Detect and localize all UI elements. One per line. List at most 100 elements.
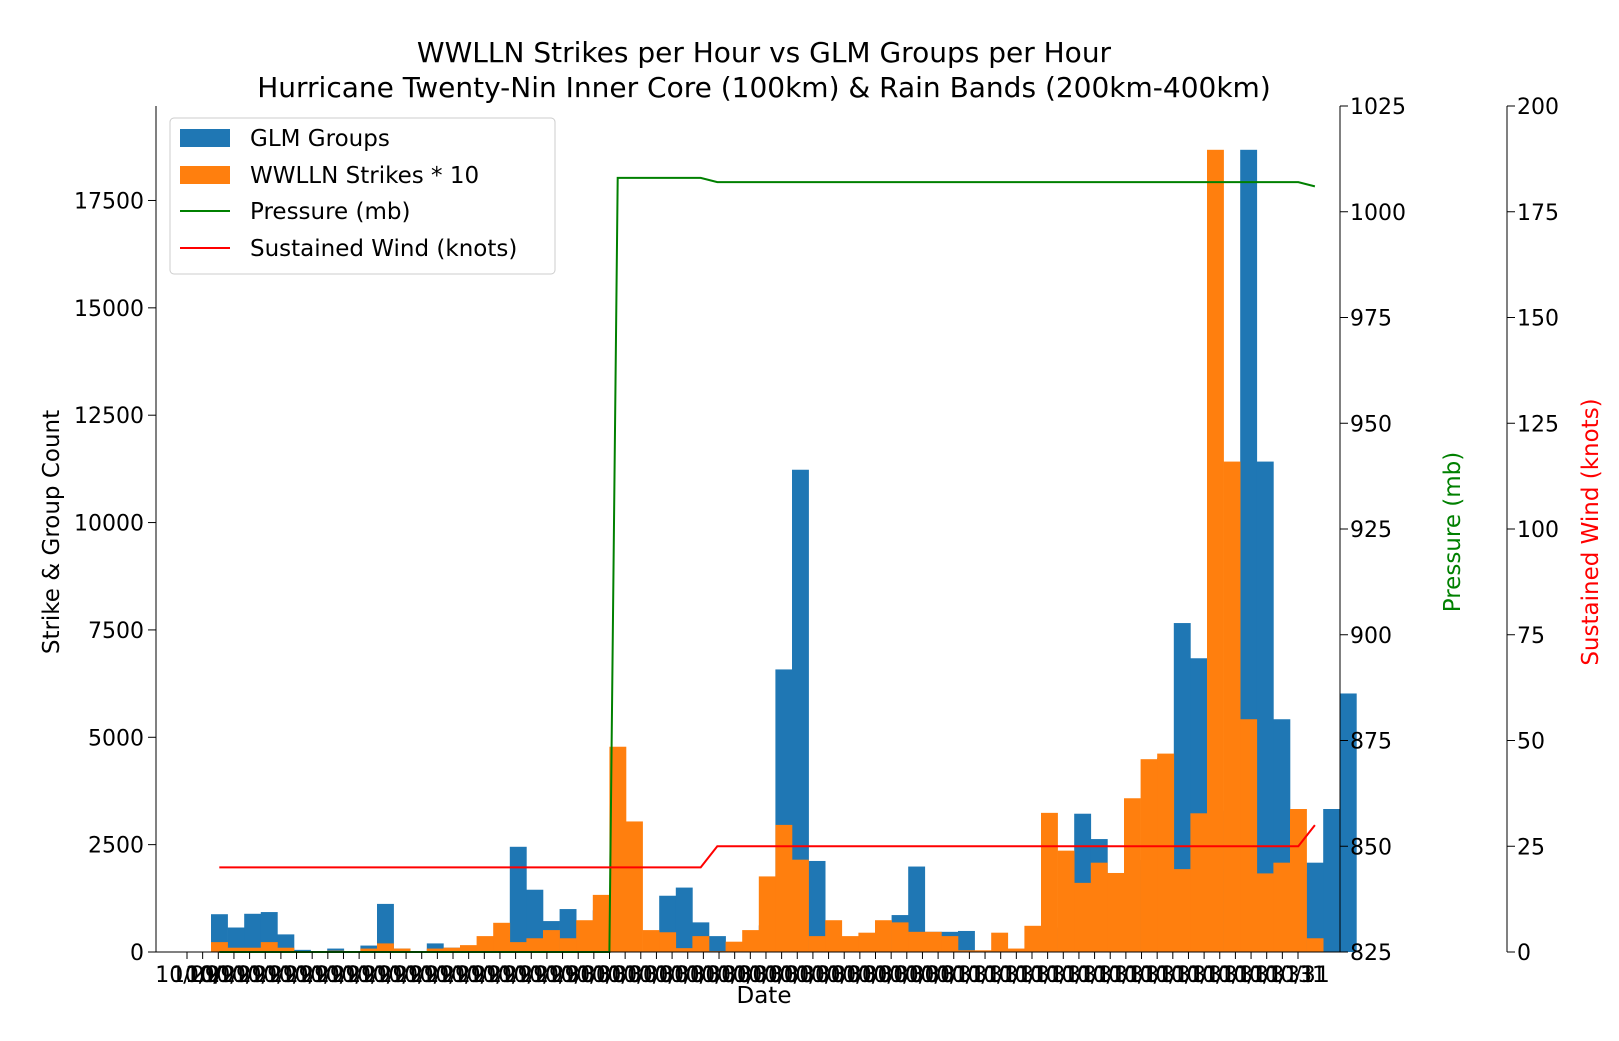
x-tick-label: 10/31 bbox=[1094, 963, 1157, 988]
wwlln-bar bbox=[858, 932, 876, 952]
x-tick-label: 10/31 bbox=[1079, 963, 1142, 988]
wwlln-bar bbox=[244, 947, 262, 952]
glm-bar bbox=[1256, 461, 1274, 952]
wind-tick-label: 75 bbox=[1517, 624, 1545, 649]
x-tick-label: 10/29 bbox=[468, 963, 531, 988]
wwlln-bar bbox=[1107, 872, 1125, 952]
x-tick-label: 10/29 bbox=[187, 963, 250, 988]
x-tick-label: 10/30 bbox=[546, 963, 609, 988]
x-tick-label: 10/29 bbox=[218, 963, 281, 988]
wwlln-bar bbox=[1173, 869, 1191, 952]
wwlln-bar bbox=[377, 943, 394, 952]
x-tick-label: 10/29 bbox=[312, 963, 375, 988]
glm-bar bbox=[260, 912, 278, 952]
wind-tick-label: 125 bbox=[1517, 412, 1559, 437]
glm-bar bbox=[227, 927, 245, 952]
y-axis-label: Strike & Group Count bbox=[39, 410, 65, 654]
wwlln-bar bbox=[1007, 948, 1025, 952]
wind-tick-label: 0 bbox=[1517, 941, 1531, 966]
wwlln-bar bbox=[742, 930, 760, 952]
y-tick-label: 15000 bbox=[74, 297, 144, 322]
wwlln-bar bbox=[211, 942, 228, 952]
wwlln-bar bbox=[1140, 759, 1158, 952]
glm-bar bbox=[526, 889, 544, 952]
wwlln-bar bbox=[1240, 719, 1258, 952]
x-tick-label: 10/30 bbox=[531, 963, 594, 988]
glm-bar bbox=[294, 949, 311, 952]
x-tick-label: 10/30 bbox=[781, 963, 844, 988]
wind-tick-label: 50 bbox=[1517, 730, 1545, 755]
wwlln-bar bbox=[1057, 850, 1075, 952]
y-tick-label: 0 bbox=[130, 941, 144, 966]
x-tick-label: 10/29 bbox=[171, 963, 234, 988]
glm-bar bbox=[709, 936, 726, 952]
x-tick-label: 10/30 bbox=[813, 963, 876, 988]
wwlln-bar bbox=[1223, 461, 1241, 952]
x-tick-label: 10/29 bbox=[484, 963, 547, 988]
x-tick-label: 10/29 bbox=[202, 963, 265, 988]
wwlln-bar bbox=[592, 894, 610, 952]
pressure-tick-label: 1025 bbox=[1350, 95, 1406, 120]
chart-subtitle: Hurricane Twenty-Nin Inner Core (100km) … bbox=[257, 71, 1271, 104]
x-tick-label: 10/29 bbox=[390, 963, 453, 988]
wind-line bbox=[219, 824, 1316, 869]
wwlln-bar bbox=[1090, 862, 1108, 952]
x-tick-label: 10/30 bbox=[703, 963, 766, 988]
legend: GLM Groups WWLLN Strikes * 10 Pressure (… bbox=[169, 117, 556, 275]
x-tick-label: 10/29 bbox=[234, 963, 297, 988]
glm-bar bbox=[327, 948, 345, 952]
wwlln-bar bbox=[1074, 882, 1092, 952]
glm-bar bbox=[792, 469, 809, 952]
wwlln-bar bbox=[1207, 149, 1224, 953]
x-tick-label: 10/29 bbox=[155, 963, 218, 988]
y-tick-label: 12500 bbox=[74, 404, 144, 429]
wwlln-bar bbox=[1157, 753, 1175, 952]
glm-bar bbox=[808, 860, 826, 952]
x-tick-label: 10/30 bbox=[625, 963, 688, 988]
pressure-tick-label: 850 bbox=[1350, 835, 1392, 860]
wind-tick-label: 100 bbox=[1517, 518, 1559, 543]
tick-labels: 0250050007500100001250015000175008258508… bbox=[74, 95, 1559, 988]
glm-bar bbox=[377, 903, 394, 952]
x-tick-label: 10/31 bbox=[1157, 963, 1220, 988]
y-tick-label: 10000 bbox=[74, 512, 144, 537]
glm-bar bbox=[277, 934, 295, 952]
wwlln-bar bbox=[841, 936, 859, 952]
x-tick-label: 10/30 bbox=[891, 963, 954, 988]
wwlln-bar bbox=[875, 920, 892, 952]
wwlln-bar bbox=[792, 859, 809, 952]
pressure-axis-label: Pressure (mb) bbox=[1440, 452, 1466, 612]
legend-swatch-glm bbox=[180, 129, 230, 147]
x-tick-label: 10/30 bbox=[640, 963, 703, 988]
x-tick-label: 10/31 bbox=[1125, 963, 1188, 988]
glm-bar bbox=[244, 913, 262, 952]
x-tick-label: 10/30 bbox=[656, 963, 719, 988]
x-axis-label: Date bbox=[737, 983, 792, 1009]
wwlln-bar bbox=[526, 938, 544, 952]
x-tick-label: 10/30 bbox=[875, 963, 938, 988]
x-tick-label: 10/30 bbox=[750, 963, 813, 988]
y-tick-label: 17500 bbox=[74, 189, 144, 214]
x-tick-label: 10/31 bbox=[1000, 963, 1063, 988]
x-tick-label: 10/31 bbox=[969, 963, 1032, 988]
x-tick-label: 10/30 bbox=[859, 963, 922, 988]
wwlln-bar bbox=[509, 942, 527, 952]
wwlln-bar bbox=[443, 947, 461, 952]
wwlln-bar bbox=[758, 876, 776, 952]
wwlln-bar bbox=[891, 922, 909, 952]
pressure-tick-label: 975 bbox=[1350, 307, 1392, 332]
pressure-tick-label: 875 bbox=[1350, 730, 1392, 755]
x-tick-label: 10/29 bbox=[515, 963, 578, 988]
y-tick-label: 2500 bbox=[88, 834, 144, 859]
x-tick-label: 10/31 bbox=[1172, 963, 1235, 988]
wwlln-bar bbox=[476, 936, 494, 952]
x-tick-label: 10/30 bbox=[766, 963, 829, 988]
glm-bar bbox=[675, 887, 693, 952]
legend-frame bbox=[169, 117, 556, 275]
legend-label-glm: GLM Groups bbox=[250, 126, 390, 152]
x-tick-label: 10/30 bbox=[593, 963, 656, 988]
x-tick-label: 10/31 bbox=[1188, 963, 1251, 988]
wwlln-bar bbox=[659, 932, 677, 952]
x-tick-label: 10/31 bbox=[985, 963, 1048, 988]
